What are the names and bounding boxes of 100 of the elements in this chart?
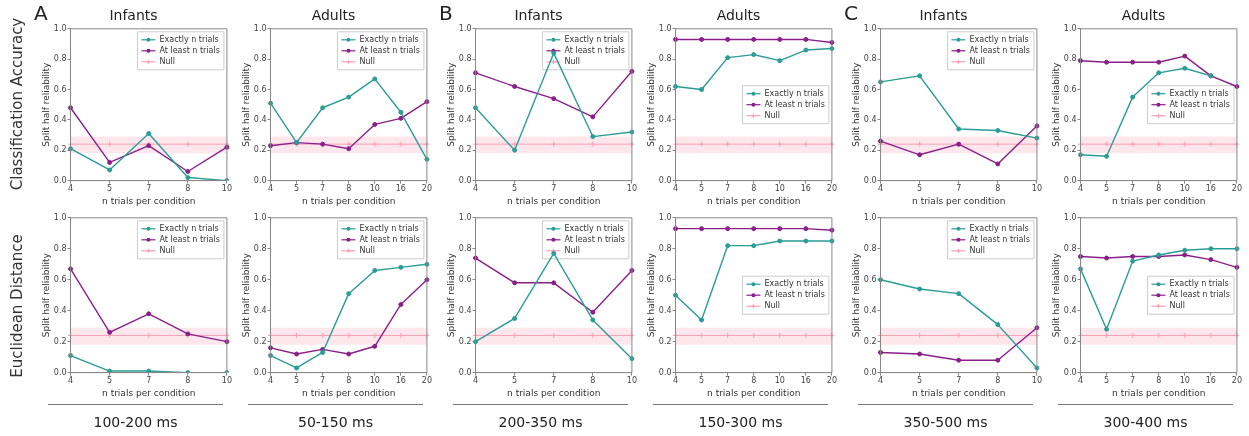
x-tick-label: 20	[421, 376, 432, 386]
chart-title: Infants	[514, 7, 563, 24]
y-tick-label: 0.2	[1063, 145, 1077, 155]
y-axis-title: Split half reliability	[850, 61, 861, 147]
x-tick-label: 4	[877, 184, 884, 194]
y-tick-label: 0.0	[1063, 367, 1077, 377]
text: 100-200 ms	[92, 413, 179, 431]
y-tick-label: 0.4	[1063, 305, 1077, 315]
x-tick-label: 5	[699, 184, 705, 194]
text: 350-500 ms	[902, 413, 989, 431]
x-tick-label: 7	[551, 376, 557, 386]
x-tick-label: 8	[1156, 184, 1162, 194]
y-tick-label: 1.0	[1063, 23, 1077, 33]
chart-title: Adults	[311, 7, 356, 24]
y-tick-label: 0.6	[53, 84, 67, 94]
x-tick-label: 20	[421, 184, 432, 194]
x-tick-label: 7	[320, 376, 326, 386]
x-tick-label: 7	[725, 184, 731, 194]
y-tick-label: 0.8	[253, 243, 267, 253]
legend-label: At least n trials	[764, 99, 825, 109]
y-tick-label: 1.0	[863, 23, 877, 33]
x-tick-label: 4	[877, 376, 884, 386]
legend-label: Null	[359, 56, 375, 66]
x-tick-label: 5	[107, 376, 113, 386]
y-tick-label: 0.2	[458, 336, 472, 346]
y-tick-label: 0.0	[458, 367, 472, 377]
x-tick-label: 4	[1077, 376, 1084, 386]
y-tick-label: 0.0	[253, 175, 267, 185]
y-tick-label: 0.6	[1063, 84, 1077, 94]
y-tick-label: 0.4	[458, 114, 472, 124]
y-tick-label: 0.8	[1063, 54, 1077, 64]
legend-label: Exactly n trials	[359, 223, 419, 233]
y-tick-label: 0.0	[1063, 175, 1077, 185]
legend-label: Null	[159, 245, 175, 255]
y-tick-label: 0.4	[458, 305, 472, 315]
y-tick-label: 0.0	[53, 175, 67, 185]
y-tick-label: 0.8	[53, 54, 67, 64]
x-tick-label: 16	[395, 376, 406, 386]
y-tick-label: 0.4	[863, 305, 877, 315]
x-tick-label: 10	[1179, 376, 1190, 386]
y-axis-title: Split half reliability	[240, 61, 251, 147]
y-tick-label: 1.0	[658, 212, 672, 222]
y-tick-label: 0.8	[1063, 243, 1077, 253]
x-tick-label: 20	[1231, 184, 1242, 194]
legend-label: Null	[1169, 110, 1185, 120]
x-tick-label: 16	[800, 184, 811, 194]
x-tick-label: 5	[512, 184, 518, 194]
y-tick-label: 1.0	[458, 212, 472, 222]
x-tick-label: 7	[956, 376, 962, 386]
x-tick-label: 7	[320, 184, 326, 194]
legend-label: At least n trials	[359, 234, 420, 244]
y-tick-label: 0.8	[863, 54, 877, 64]
x-tick-label: 7	[146, 376, 152, 386]
x-tick-label: 8	[185, 376, 191, 386]
x-tick-label: 10	[369, 376, 380, 386]
y-tick-label: 0.2	[863, 336, 877, 346]
x-tick-label: 10	[626, 184, 637, 194]
legend-label: Exactly n trials	[764, 279, 824, 289]
text: 300-400 ms	[1102, 413, 1189, 431]
legend-label: At least n trials	[1169, 99, 1230, 109]
x-tick-label: 7	[146, 184, 152, 194]
x-tick-label: 8	[346, 376, 352, 386]
legend-label: Null	[764, 301, 780, 311]
x-tick-label: 10	[221, 376, 232, 386]
legend-label: Null	[1169, 301, 1185, 311]
y-axis-title: Split half reliability	[1050, 61, 1061, 147]
y-tick-label: 0.8	[658, 243, 672, 253]
x-tick-label: 10	[774, 184, 785, 194]
y-tick-label: 0.2	[658, 336, 672, 346]
y-tick-label: 0.8	[863, 243, 877, 253]
x-tick-label: 8	[590, 184, 596, 194]
y-tick-label: 0.8	[658, 54, 672, 64]
text: B	[439, 1, 453, 25]
x-tick-label: 4	[1077, 184, 1084, 194]
x-tick-label: 20	[826, 376, 837, 386]
y-tick-label: 0.4	[253, 114, 267, 124]
y-tick-label: 0.0	[658, 367, 672, 377]
chart-title: Infants	[109, 7, 158, 24]
x-tick-label: 4	[472, 376, 479, 386]
y-axis-title: Split half reliability	[445, 252, 456, 338]
x-tick-label: 16	[1205, 376, 1216, 386]
y-axis-title: Split half reliability	[645, 252, 656, 338]
x-tick-label: 4	[672, 184, 679, 194]
y-tick-label: 1.0	[863, 212, 877, 222]
legend-label: At least n trials	[564, 234, 625, 244]
legend-label: At least n trials	[1169, 290, 1230, 300]
y-tick-label: 0.8	[458, 243, 472, 253]
legend-label: Null	[564, 56, 580, 66]
x-tick-label: 8	[995, 184, 1001, 194]
y-tick-label: 0.8	[253, 54, 267, 64]
y-tick-label: 0.6	[863, 84, 877, 94]
y-tick-label: 0.2	[863, 145, 877, 155]
x-tick-label: 8	[346, 184, 352, 194]
x-axis-title: n trials per condition	[507, 195, 601, 206]
text: 50-150 ms	[297, 413, 374, 431]
x-tick-label: 8	[751, 184, 757, 194]
x-tick-label: 10	[221, 184, 232, 194]
y-axis-title: Split half reliability	[40, 252, 51, 338]
x-axis-title: n trials per condition	[1112, 387, 1206, 398]
legend-label: At least n trials	[969, 234, 1030, 244]
